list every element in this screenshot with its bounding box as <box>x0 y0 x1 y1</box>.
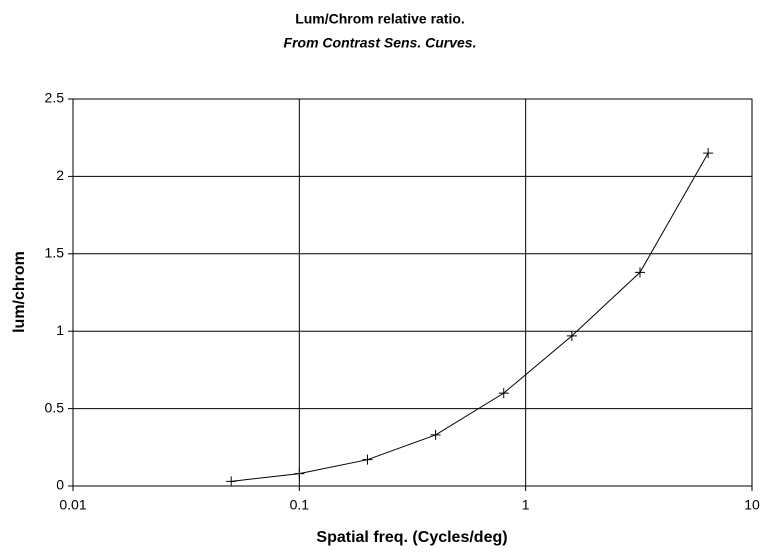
y-tick-label: 0.5 <box>45 399 65 415</box>
data-point <box>498 388 509 399</box>
y-tick-label: 1 <box>56 322 64 338</box>
x-tick-label: 0.01 <box>59 497 86 513</box>
x-tick-label: 1 <box>522 497 530 513</box>
y-tick-label: 2.5 <box>45 90 65 106</box>
x-axis-label: Spatial freq. (Cycles/deg) <box>316 529 507 546</box>
y-axis-label: lum/chrom <box>11 251 28 333</box>
chart-subtitle: From Contrast Sens. Curves. <box>284 35 477 51</box>
data-line <box>231 152 709 482</box>
data-point <box>362 454 373 465</box>
data-point <box>634 267 645 278</box>
data-point <box>703 148 714 159</box>
data-point <box>294 468 305 479</box>
data-point <box>226 476 237 487</box>
data-point <box>566 330 577 341</box>
plot-frame <box>72 98 753 487</box>
x-tick-label: 10 <box>744 497 760 513</box>
chart-title: Lum/Chrom relative ratio. <box>295 11 465 27</box>
y-tick-label: 2 <box>56 167 64 183</box>
y-tick-label: 1.5 <box>45 245 65 261</box>
y-tick-label: 0 <box>56 477 64 493</box>
data-point <box>430 429 441 440</box>
x-tick-label: 0.1 <box>290 497 310 513</box>
